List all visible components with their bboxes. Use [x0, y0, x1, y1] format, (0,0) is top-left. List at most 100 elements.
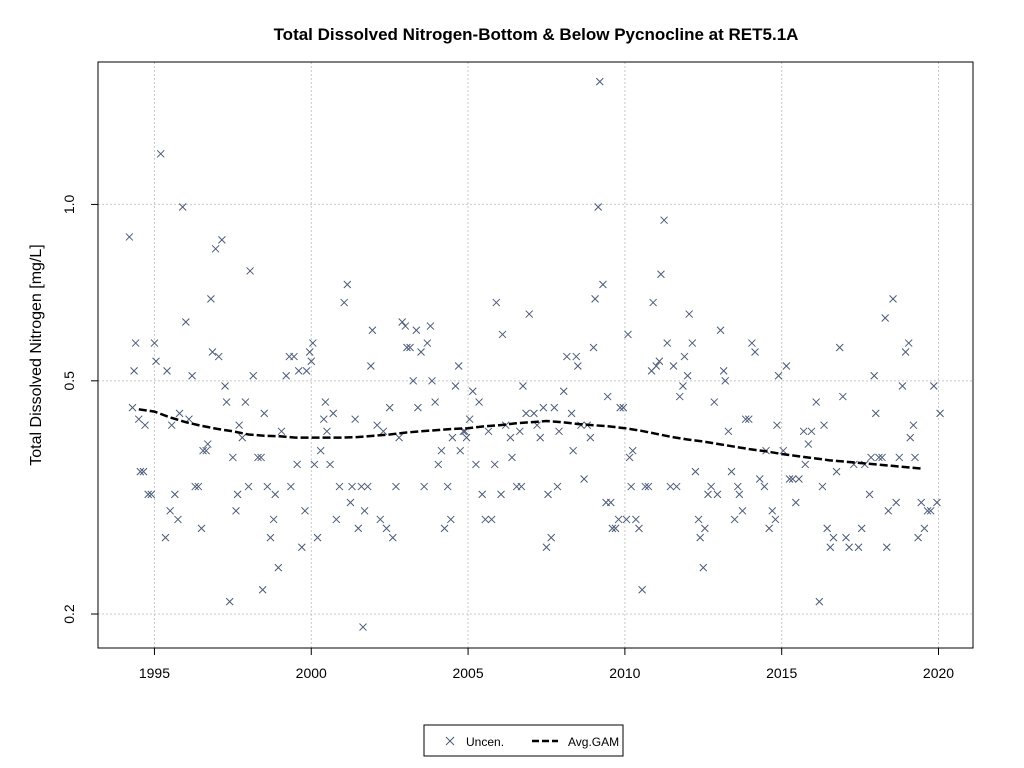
data-point	[161, 533, 170, 542]
data-point	[141, 421, 149, 430]
data-point	[130, 366, 138, 375]
data-point	[426, 322, 435, 330]
data-point	[462, 433, 471, 442]
data-point	[679, 382, 687, 390]
data-point	[649, 298, 657, 307]
data-point	[795, 475, 803, 483]
data-point	[166, 506, 174, 515]
data-point	[539, 403, 548, 412]
data-point	[321, 398, 330, 406]
data-point	[666, 482, 675, 491]
x-tick-label: 2000	[296, 665, 327, 681]
data-point	[401, 322, 410, 330]
data-point	[508, 453, 516, 462]
data-point	[515, 427, 524, 436]
data-point	[622, 515, 631, 524]
data-point	[136, 467, 145, 476]
data-point	[553, 482, 562, 491]
data-point	[282, 371, 291, 380]
data-point	[382, 524, 391, 533]
data-point	[663, 339, 672, 347]
data-point	[257, 453, 265, 462]
data-point	[923, 506, 932, 515]
data-point	[818, 482, 827, 491]
data-point	[431, 398, 439, 406]
data-point	[517, 482, 526, 491]
data-point	[611, 524, 620, 533]
data-point	[595, 77, 604, 86]
data-point	[685, 310, 694, 318]
data-point	[865, 490, 874, 499]
data-point	[260, 409, 269, 418]
data-point	[199, 446, 207, 455]
data-point	[131, 339, 140, 347]
data-point	[713, 490, 722, 499]
data-point	[188, 371, 196, 380]
data-point	[437, 446, 446, 455]
x-tick-label: 2015	[766, 665, 797, 681]
data-point	[274, 563, 283, 572]
data-point	[738, 506, 747, 515]
data-point	[719, 366, 728, 375]
data-point	[704, 490, 712, 499]
data-point	[936, 409, 944, 418]
data-point	[417, 348, 425, 356]
data-point	[799, 427, 808, 436]
data-point	[652, 362, 661, 370]
data-point	[599, 280, 607, 289]
data-point	[547, 533, 556, 542]
data-point	[904, 339, 913, 347]
data-point	[323, 427, 331, 436]
data-point	[838, 392, 847, 401]
data-point	[744, 415, 753, 424]
legend-label-uncen: Uncen.	[466, 735, 504, 749]
data-point	[589, 343, 598, 352]
data-point	[211, 244, 220, 253]
data-point	[544, 490, 552, 499]
data-point	[346, 498, 355, 507]
data-point	[782, 362, 791, 370]
data-point	[657, 270, 665, 279]
data-point	[475, 398, 483, 406]
data-point	[694, 515, 703, 524]
data-point	[487, 515, 496, 524]
data-point	[277, 427, 286, 436]
data-point	[335, 482, 344, 491]
data-point	[357, 482, 366, 491]
data-point	[632, 515, 640, 524]
data-point	[294, 366, 303, 375]
data-point	[829, 533, 838, 542]
data-point	[909, 421, 918, 430]
data-point	[895, 453, 904, 462]
data-point	[567, 409, 576, 418]
data-point	[340, 298, 349, 307]
data-point	[751, 348, 759, 356]
data-point	[884, 506, 893, 515]
data-point	[233, 490, 242, 499]
data-point	[359, 623, 367, 631]
data-point	[696, 533, 705, 542]
data-point	[440, 524, 449, 533]
data-point	[628, 446, 637, 455]
data-point	[225, 597, 234, 606]
data-point	[691, 467, 700, 476]
data-point	[307, 357, 316, 366]
data-point	[313, 533, 322, 542]
data-point	[699, 563, 708, 572]
data-point	[156, 149, 165, 158]
data-point	[920, 524, 929, 533]
data-point	[911, 453, 919, 462]
data-point	[235, 421, 243, 430]
legend: Uncen. Avg.GAM	[423, 724, 624, 757]
data-point	[465, 415, 474, 424]
data-point	[443, 482, 452, 491]
data-point	[456, 446, 465, 455]
data-point	[823, 524, 832, 533]
data-point	[606, 498, 615, 507]
data-point	[238, 433, 247, 442]
data-point	[478, 490, 487, 499]
data-point	[845, 543, 853, 552]
x-tick-label: 2010	[609, 665, 640, 681]
data-point	[710, 398, 719, 406]
data-point	[412, 326, 421, 335]
